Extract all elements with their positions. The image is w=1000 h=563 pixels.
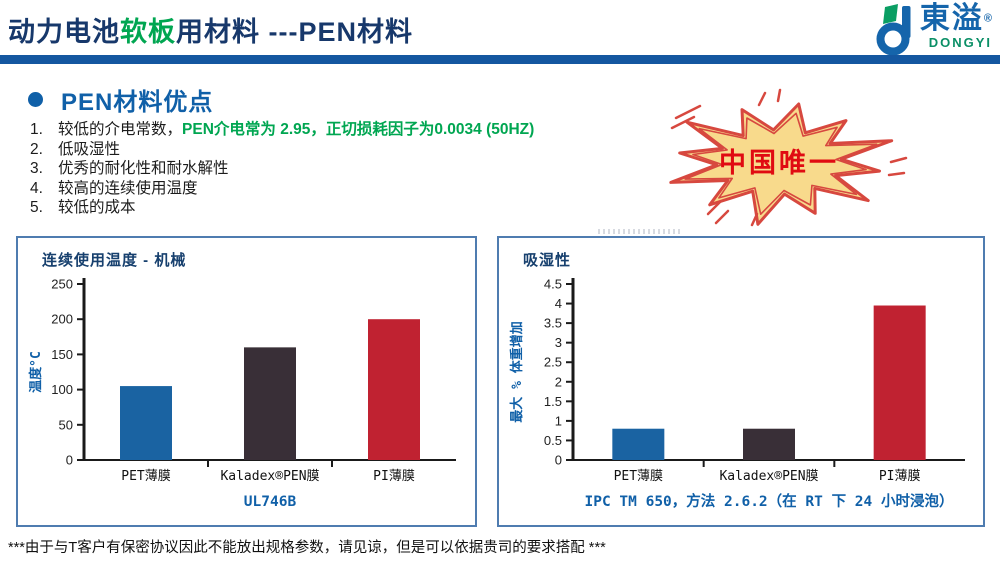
svg-text:250: 250: [51, 277, 73, 292]
bar-PET薄膜: [612, 428, 665, 460]
page-title-prefix: 动力电池: [8, 17, 120, 47]
bar-Kaladex®PEN膜: [244, 347, 296, 460]
category-label: Kaladex®PEN膜: [719, 469, 818, 484]
bar-Kaladex®PEN膜: [743, 428, 795, 460]
category-label: PI薄膜: [879, 469, 921, 484]
x-axis-label: IPC TM 650，方法 2.6.2（在 RT 下 24 小时浸泡）: [584, 492, 953, 510]
svg-text:150: 150: [51, 347, 73, 362]
advantage-text: 较高的连续使用温度: [58, 179, 198, 197]
list-number: 3.: [30, 160, 43, 177]
chart-title-moisture: 吸湿性: [523, 252, 572, 269]
bullet-icon: [28, 92, 43, 107]
dongyi-logo-icon: [876, 4, 911, 56]
svg-text:0.5: 0.5: [544, 433, 562, 448]
svg-text:2: 2: [555, 374, 562, 389]
china-only-badge: 中国唯一: [669, 88, 908, 227]
registered-mark-icon: ®: [983, 12, 992, 25]
svg-text:3.5: 3.5: [544, 316, 562, 331]
chart-panel-moisture: 吸湿性 0 0.5 1 1.5 2 2.5 3 3.5 4 4.5 PET薄膜 Kaladex®PEN…: [497, 236, 985, 527]
advantage-text: 较低的成本: [58, 199, 136, 216]
bar-PI薄膜: [873, 305, 926, 460]
category-label: Kaladex®PEN膜: [220, 469, 319, 484]
bar-PET薄膜: [120, 386, 172, 460]
section-title: PEN材料优点: [61, 89, 214, 116]
company-logo: 東溢® DONGYI: [872, 4, 992, 56]
starburst-inner-outline: [684, 112, 878, 215]
y-axis-label: 最大 % 体重增加: [509, 321, 525, 422]
svg-text:2.5: 2.5: [544, 355, 562, 370]
section-header: PEN材料优点: [28, 82, 213, 117]
svg-text:3: 3: [555, 335, 562, 350]
footer-note: ***由于与T客户有保密协议因此不能放出规格参数，请见谅，但是可以依据贵司的要求…: [8, 540, 606, 556]
svg-text:0: 0: [555, 453, 562, 468]
advantage-item: 3. 优秀的耐化性和耐水解性: [30, 159, 650, 179]
page-title: 动力电池软板用材料 ---PEN材料: [8, 10, 413, 49]
svg-text:4.5: 4.5: [544, 277, 562, 292]
chart-title-temperature: 连续使用温度 - 机械: [42, 252, 187, 269]
logo-latin: DONGYI: [928, 35, 992, 50]
badge-sketch-lines: [670, 88, 908, 227]
advantage-item: 2. 低吸湿性: [30, 140, 650, 160]
list-number: 2.: [30, 140, 43, 158]
title-divider: [0, 55, 1000, 64]
advantages-list: 1. 较低的介电常数， PEN介电常为 2.95，正切损耗因子为0.0034 (50…: [30, 120, 650, 218]
y-axis-label: 温度°C: [28, 351, 44, 393]
advantage-item: 5. 较低的成本: [30, 198, 650, 218]
list-number: 1.: [30, 121, 43, 138]
svg-text:50: 50: [59, 417, 73, 432]
advantage-text: 较低的介电常数，: [58, 121, 183, 138]
list-number: 4.: [30, 179, 43, 197]
svg-text:1.5: 1.5: [544, 394, 562, 409]
category-label: PI薄膜: [373, 469, 415, 484]
bar-chart-moisture: 0 0.5 1 1.5 2 2.5 3 3.5 4 4.5 PET薄膜 Kaladex®PEN膜 PI薄…: [509, 277, 965, 510]
badge-text: 中国唯一: [719, 148, 839, 178]
page-title-green: 软板: [120, 17, 176, 47]
svg-text:0: 0: [66, 453, 73, 468]
advantage-item: 1. 较低的介电常数， PEN介电常为 2.95，正切损耗因子为0.0034 (50…: [30, 120, 650, 140]
watermark-artifact: [598, 229, 682, 234]
advantage-item: 4. 较高的连续使用温度: [30, 179, 650, 199]
svg-text:100: 100: [51, 382, 73, 397]
bar-PI薄膜: [368, 319, 420, 460]
advantage-highlight: PEN介电常为 2.95，正切损耗因子为0.0034 (50HZ): [182, 121, 535, 138]
category-label: PET薄膜: [121, 469, 170, 484]
x-axis-label: UL746B: [244, 494, 297, 510]
advantage-text: 低吸湿性: [58, 140, 121, 158]
svg-text:1: 1: [555, 413, 562, 428]
logo-text: 東溢® DONGYI: [919, 2, 992, 50]
chart-panel-temperature: 连续使用温度 - 机械 0 50 100 150 200 250 PET薄膜 Kaladex®…: [16, 236, 477, 527]
bar-chart-temperature: 0 50 100 150 200 250 PET薄膜 Kaladex®PEN膜 PI薄膜 温度°C…: [28, 277, 456, 510]
advantage-text: 优秀的耐化性和耐水解性: [58, 160, 229, 177]
logo-cjk: 東溢: [919, 2, 984, 35]
page-title-suffix: 用材料 ---PEN材料: [176, 17, 413, 47]
svg-text:4: 4: [555, 296, 562, 311]
category-label: PET薄膜: [614, 469, 663, 484]
list-number: 5.: [30, 199, 43, 216]
svg-text:200: 200: [51, 312, 73, 327]
